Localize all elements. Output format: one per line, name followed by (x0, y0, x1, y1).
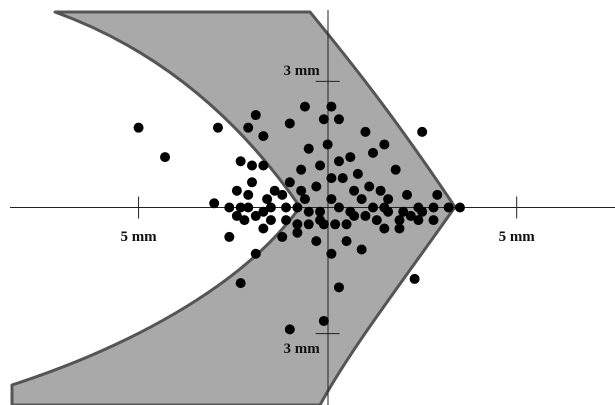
point (334, 156, 344, 166)
point (319, 114, 329, 124)
point (292, 203, 302, 213)
point (319, 219, 329, 229)
point (232, 186, 242, 196)
point (429, 215, 439, 225)
point (277, 190, 287, 200)
point (281, 203, 291, 213)
point (455, 203, 465, 213)
point (429, 203, 439, 213)
point (224, 232, 234, 242)
point (410, 274, 420, 284)
point (326, 102, 336, 112)
page: {"chart_data": {"type": "scatter", "x": … (0, 0, 615, 405)
point (349, 186, 359, 196)
point (258, 224, 268, 234)
point (364, 181, 374, 191)
point (296, 165, 306, 175)
point (357, 194, 367, 204)
point (285, 177, 295, 187)
point (383, 207, 393, 217)
point (394, 224, 404, 234)
point (391, 165, 401, 175)
point (258, 131, 268, 141)
point (326, 173, 336, 183)
point (360, 211, 370, 221)
point (334, 114, 344, 124)
point (243, 190, 253, 200)
point (213, 123, 223, 133)
point (334, 282, 344, 292)
point (323, 139, 333, 149)
point (224, 203, 234, 213)
point (160, 152, 170, 162)
point (342, 219, 352, 229)
point (281, 215, 291, 225)
point (304, 144, 314, 154)
point (326, 194, 336, 204)
chart: 5 mm 5 mm 3 mm 3 mm (0, 0, 615, 405)
point (251, 110, 261, 120)
point (360, 127, 370, 137)
point (330, 219, 340, 229)
x-tick-label: 5 mm (120, 229, 157, 245)
point (262, 194, 272, 204)
point (300, 194, 310, 204)
point (357, 245, 367, 255)
point (413, 203, 423, 213)
point (209, 198, 219, 208)
point (353, 169, 363, 179)
point (304, 219, 314, 229)
point (338, 173, 348, 183)
point (236, 156, 246, 166)
point (379, 224, 389, 234)
point (368, 148, 378, 158)
point (236, 278, 246, 288)
point (251, 249, 261, 259)
point (285, 118, 295, 128)
point (413, 215, 423, 225)
point (319, 316, 329, 326)
point (247, 177, 257, 187)
point (258, 160, 268, 170)
point (239, 215, 249, 225)
point (134, 123, 144, 133)
point (432, 190, 442, 200)
point (304, 207, 314, 217)
point (285, 324, 295, 334)
point (345, 152, 355, 162)
point (300, 102, 310, 112)
point (444, 203, 454, 213)
point (247, 160, 257, 170)
point (315, 160, 325, 170)
point (349, 211, 359, 221)
point (368, 203, 378, 213)
point (326, 249, 336, 259)
point (379, 139, 389, 149)
x-tick-label: 5 mm (499, 229, 536, 245)
point (277, 232, 287, 242)
point (243, 123, 253, 133)
y-tick-label: 3 mm (284, 341, 321, 357)
point (342, 236, 352, 246)
point (236, 203, 246, 213)
point (266, 215, 276, 225)
point (334, 203, 344, 213)
point (372, 215, 382, 225)
point (292, 228, 302, 238)
y-tick-label: 3 mm (284, 63, 321, 79)
point (376, 186, 386, 196)
point (417, 127, 427, 137)
point (251, 211, 261, 221)
point (311, 181, 321, 191)
point (311, 236, 321, 246)
point (402, 190, 412, 200)
